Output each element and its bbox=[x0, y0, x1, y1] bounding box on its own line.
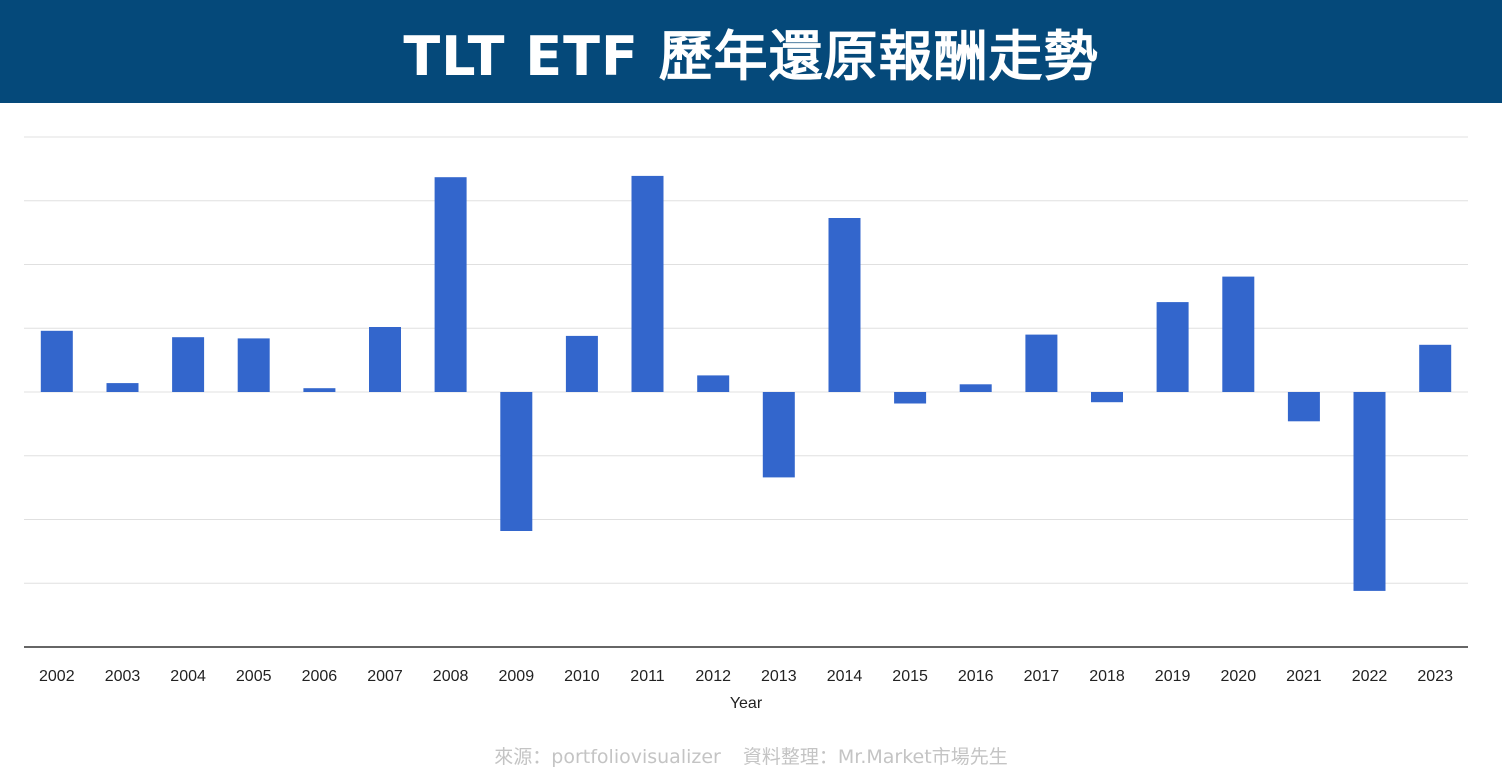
x-axis-label: Year bbox=[730, 695, 763, 712]
x-tick-label: 2005 bbox=[236, 668, 272, 685]
bar-2006 bbox=[303, 388, 336, 392]
x-tick-label: 2021 bbox=[1286, 668, 1322, 685]
x-tick-label: 2017 bbox=[1024, 668, 1060, 685]
page-title: TLT ETF 歷年還原報酬走勢 bbox=[403, 25, 1099, 88]
bar-2019 bbox=[1156, 302, 1189, 392]
bar-2014 bbox=[828, 218, 861, 392]
bar-chart: 2002 2003 2004 2005 2006 2007 2008 2009 2010 2011… bbox=[24, 136, 1468, 712]
title-banner: TLT ETF 歷年還原報酬走勢 bbox=[0, 0, 1502, 103]
x-tick-label: 2008 bbox=[433, 668, 469, 685]
bar-2005 bbox=[237, 338, 270, 392]
bar-2018 bbox=[1091, 392, 1123, 403]
x-tick-label: 2009 bbox=[499, 668, 535, 685]
x-tick-label: 2014 bbox=[827, 668, 863, 685]
x-tick-label: 2006 bbox=[302, 668, 338, 685]
x-tick-label: 2004 bbox=[170, 668, 206, 685]
x-tick-label: 2015 bbox=[892, 668, 928, 685]
x-tick-label: 2013 bbox=[761, 668, 797, 685]
x-tick-label: 2023 bbox=[1417, 668, 1453, 685]
x-tick-label: 2022 bbox=[1352, 668, 1388, 685]
compiled-by-text: 資料整理：Mr.Market市場先生 bbox=[742, 746, 1008, 768]
x-tick-label: 2016 bbox=[958, 668, 994, 685]
bar-2023 bbox=[1419, 344, 1452, 392]
bar-2015 bbox=[894, 392, 927, 404]
source-text: 來源：portfoliovisualizer bbox=[494, 746, 721, 768]
x-tick-label: 2011 bbox=[630, 668, 665, 685]
bar-2020 bbox=[1222, 276, 1255, 392]
bar-2016 bbox=[959, 384, 992, 392]
bar-2013 bbox=[762, 392, 795, 478]
x-tick-label: 2019 bbox=[1155, 668, 1191, 685]
bar-2008 bbox=[434, 177, 467, 392]
bars bbox=[40, 175, 1452, 591]
bar-2022 bbox=[1353, 392, 1386, 591]
x-tick-label: 2012 bbox=[695, 668, 731, 685]
bar-2003 bbox=[106, 383, 139, 392]
x-tick-label: 2018 bbox=[1089, 668, 1125, 685]
chart-area: 2002 2003 2004 2005 2006 2007 2008 2009 2010 2011… bbox=[0, 103, 1502, 723]
bar-2021 bbox=[1287, 392, 1320, 422]
x-tick-label: 2020 bbox=[1221, 668, 1257, 685]
bar-2010 bbox=[565, 335, 598, 392]
bar-2011 bbox=[631, 175, 664, 392]
bar-2017 bbox=[1025, 334, 1058, 392]
bar-2004 bbox=[172, 337, 205, 392]
bar-2007 bbox=[369, 327, 401, 392]
bar-2002 bbox=[40, 330, 73, 392]
x-tick-label: 2002 bbox=[39, 668, 75, 685]
x-tick-labels: 2002 2003 2004 2005 2006 2007 2008 2009 2010 2011… bbox=[39, 668, 1453, 685]
x-tick-label: 2007 bbox=[367, 668, 403, 685]
bar-2012 bbox=[697, 375, 730, 392]
x-tick-label: 2003 bbox=[105, 668, 141, 685]
source-footer: 來源：portfoliovisualizer 資料整理：Mr.Market市場先生 bbox=[0, 742, 1502, 769]
bar-2009 bbox=[500, 392, 533, 531]
x-tick-label: 2010 bbox=[564, 668, 600, 685]
